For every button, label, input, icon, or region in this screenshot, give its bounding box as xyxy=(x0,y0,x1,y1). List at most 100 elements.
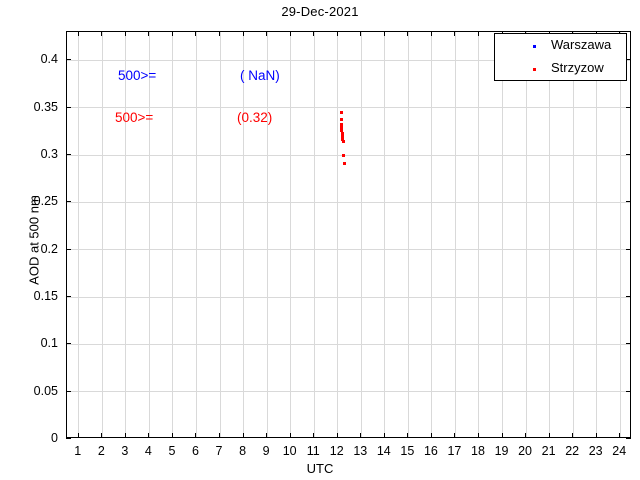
x-tick-mark xyxy=(148,433,150,438)
x-tick-mark-top xyxy=(219,31,221,36)
gridline-vertical xyxy=(290,32,292,437)
gridline-vertical xyxy=(407,32,409,437)
gridline-vertical xyxy=(360,32,362,437)
aot-annotation-value: ( NaN) xyxy=(240,68,280,83)
x-tick-label: 20 xyxy=(518,444,533,458)
y-axis-title-wrap: AOD at 500 nm xyxy=(8,0,42,480)
y-tick-label: 0.4 xyxy=(40,52,58,67)
gridline-vertical xyxy=(431,32,433,437)
gridline-vertical xyxy=(125,32,127,437)
data-point-strzyzow xyxy=(340,123,344,127)
x-tick-mark xyxy=(171,433,173,438)
x-tick-mark xyxy=(619,433,621,438)
x-tick-mark-top xyxy=(407,31,409,36)
y-tick-label: 0.05 xyxy=(33,383,58,398)
x-tick-label: 1 xyxy=(74,444,82,458)
x-tick-label: 6 xyxy=(191,444,199,458)
data-point-strzyzow xyxy=(340,126,344,130)
gridline-vertical xyxy=(596,32,598,437)
x-tick-label: 18 xyxy=(471,444,485,458)
x-tick-mark-top xyxy=(430,31,432,36)
data-point-strzyzow xyxy=(342,153,346,157)
gridline-horizontal xyxy=(67,343,630,345)
gridline-horizontal xyxy=(67,296,630,298)
gridline-vertical xyxy=(502,32,504,437)
y-tick-mark xyxy=(66,438,71,439)
aot-annotation: 500>= ( NaN) xyxy=(118,68,280,83)
y-tick-label: 0.35 xyxy=(33,99,58,114)
gridline-vertical xyxy=(195,32,197,437)
x-tick-mark-top xyxy=(336,31,338,36)
x-tick-mark xyxy=(289,433,291,438)
legend-item: Strzyzow xyxy=(495,57,628,81)
x-tick-label: 16 xyxy=(423,444,438,458)
y-tick-mark xyxy=(66,390,71,392)
x-tick-mark-top xyxy=(242,31,244,36)
y-tick-mark-right xyxy=(626,296,631,298)
y-tick-mark-right xyxy=(626,390,631,392)
x-tick-mark-top xyxy=(313,31,315,36)
y-tick-mark xyxy=(66,248,71,250)
gridline-vertical xyxy=(619,32,621,437)
gridline-horizontal xyxy=(67,59,630,61)
x-tick-label: 5 xyxy=(168,444,176,458)
y-tick-mark-right xyxy=(626,59,631,61)
y-tick-label: 0.15 xyxy=(33,289,58,304)
gridline-vertical xyxy=(219,32,221,437)
x-tick-label: 8 xyxy=(239,444,247,458)
x-tick-label: 3 xyxy=(121,444,129,458)
data-point-strzyzow xyxy=(341,140,345,144)
x-tick-mark xyxy=(101,433,103,438)
gridline-horizontal xyxy=(67,249,630,251)
x-tick-mark-top xyxy=(360,31,362,36)
y-tick-mark-right xyxy=(626,106,631,108)
gridline-horizontal xyxy=(67,391,630,393)
x-tick-label: 23 xyxy=(588,444,603,458)
x-tick-label: 12 xyxy=(329,444,344,458)
legend: Warszawa Strzyzow xyxy=(494,33,627,81)
data-point-strzyzow xyxy=(339,117,343,121)
data-point-strzyzow xyxy=(339,110,343,114)
gridline-vertical xyxy=(454,32,456,437)
x-tick-label: 15 xyxy=(400,444,415,458)
y-tick-mark-right xyxy=(626,248,631,250)
x-tick-mark xyxy=(430,433,432,438)
y-tick-label: 0.3 xyxy=(40,147,58,162)
x-tick-mark-top xyxy=(195,31,197,36)
x-tick-mark xyxy=(477,433,479,438)
y-tick-mark xyxy=(66,296,71,298)
x-tick-mark xyxy=(77,433,79,438)
x-tick-label: 17 xyxy=(447,444,462,458)
data-point-strzyzow xyxy=(341,138,345,142)
x-tick-mark-top xyxy=(148,31,150,36)
x-tick-mark xyxy=(501,433,503,438)
x-tick-mark xyxy=(454,433,456,438)
gridline-horizontal xyxy=(67,201,630,203)
x-tick-label: 22 xyxy=(565,444,580,458)
x-tick-mark-top xyxy=(124,31,126,36)
x-tick-mark-top xyxy=(77,31,79,36)
aot-annotation: 500>= (0.32) xyxy=(115,110,272,125)
aot-annotation-label: 500>= xyxy=(118,68,157,83)
y-tick-label: 0.1 xyxy=(40,336,58,351)
x-tick-label: 11 xyxy=(306,444,320,458)
gridline-vertical xyxy=(266,32,268,437)
x-tick-mark xyxy=(548,433,550,438)
x-tick-label: 19 xyxy=(494,444,509,458)
gridline-vertical xyxy=(549,32,551,437)
gridline-vertical xyxy=(101,32,103,437)
chart-title: 29-Dec-2021 xyxy=(281,4,359,19)
gridline-vertical xyxy=(384,32,386,437)
gridline-horizontal xyxy=(67,107,630,109)
x-tick-mark xyxy=(219,433,221,438)
x-tick-mark-top xyxy=(383,31,385,36)
y-tick-mark xyxy=(66,154,71,156)
legend-marker-icon xyxy=(533,68,536,71)
x-tick-mark xyxy=(336,433,338,438)
x-tick-label: 13 xyxy=(353,444,368,458)
x-tick-label: 2 xyxy=(97,444,105,458)
x-tick-mark-top xyxy=(101,31,103,36)
y-tick-mark-right xyxy=(626,343,631,345)
x-tick-mark xyxy=(360,433,362,438)
y-tick-mark xyxy=(66,343,71,345)
